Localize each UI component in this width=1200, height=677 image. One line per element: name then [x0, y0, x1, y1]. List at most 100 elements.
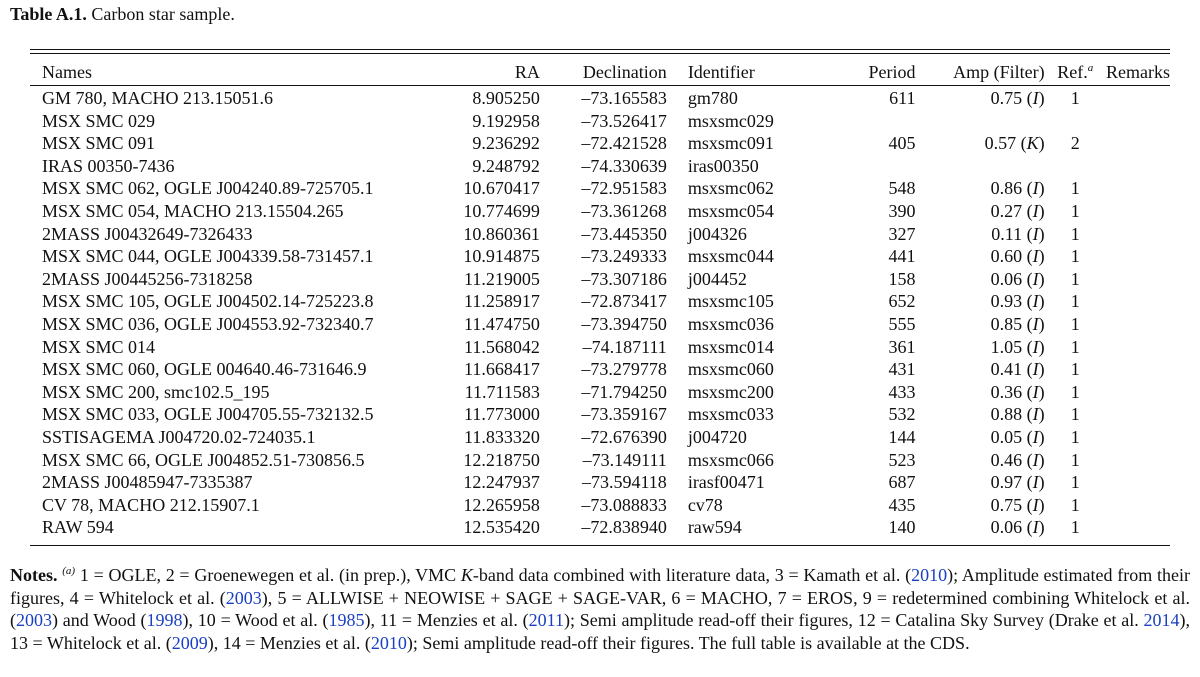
cell-ra: 11.711583 [464, 381, 540, 402]
citation-link[interactable]: 2014 [1143, 610, 1180, 630]
citation-link[interactable]: 2010 [911, 565, 948, 585]
amp-value: 0.41 [990, 359, 1023, 380]
cell-identifier: msxsmc060 [687, 359, 774, 380]
cell-declination: –73.594118 [581, 472, 667, 493]
cell-period: 140 [888, 517, 916, 538]
cell-ref: 2 [1070, 133, 1080, 154]
cell-ref [1045, 155, 1106, 178]
cell-declination: –74.187111 [582, 336, 667, 357]
cell-ref: 1 [1070, 200, 1080, 221]
cell-declination: –73.361268 [581, 200, 667, 221]
header-declination: Declination [582, 62, 667, 82]
cell-remarks [1106, 200, 1170, 223]
cell-period [817, 155, 916, 178]
header-ref: Ref.a [1045, 61, 1106, 83]
table-row: MSX SMC 036, OGLE J004553.92-732340.7 11.… [30, 313, 1170, 336]
amp-value: 0.46 [990, 449, 1023, 470]
amp-filter: K [1026, 133, 1039, 154]
cell-declination: –74.330639 [581, 155, 667, 176]
cell-amp [916, 155, 1045, 178]
header-ra: RA [514, 62, 540, 82]
notes-text: 1 = OGLE, 2 = Groenewegen et al. (in pre… [75, 565, 461, 585]
citation-link[interactable]: 2003 [225, 587, 262, 608]
notes-text: ), 11 = Menzies et al. ( [364, 610, 529, 630]
table-row: GM 780, MACHO 213.15051.6 8.905250 –73.165… [30, 83, 1170, 110]
cell-ra: 8.905250 [472, 88, 540, 108]
cell-ra: 12.218750 [463, 449, 540, 470]
cell-ra: 10.860361 [463, 223, 540, 244]
cell-declination: –73.307186 [581, 268, 667, 289]
cell-amp: 0.27 (I) [990, 200, 1045, 221]
cell-period [817, 110, 916, 133]
citation-link[interactable]: 1998 [146, 610, 183, 630]
citation-link[interactable]: 2003 [16, 610, 52, 630]
table-row: MSX SMC 014 11.568042 –74.187111 msxsmc014 3… [30, 336, 1170, 359]
notes-label: Notes. [10, 565, 58, 585]
cell-identifier: cv78 [687, 494, 723, 515]
cell-ra: 11.219005 [463, 268, 540, 289]
cell-identifier: msxsmc066 [687, 449, 774, 470]
cell-period: 652 [888, 291, 916, 312]
cell-remarks [1106, 358, 1170, 381]
citation-link[interactable]: 2009 [171, 632, 208, 653]
cell-declination: –72.676390 [581, 426, 667, 447]
cell-declination: –73.394750 [581, 313, 667, 334]
citation-link[interactable]: 2010 [370, 632, 407, 653]
amp-value: 0.88 [990, 404, 1023, 425]
top-rule-1 [30, 49, 1170, 50]
cell-ref: 1 [1070, 291, 1080, 312]
table-notes: Notes. (a) 1 = OGLE, 2 = Groenewegen et … [10, 564, 1190, 654]
cell-amp: 0.06 (I) [990, 268, 1045, 289]
table-row: MSX SMC 060, OGLE 004640.46-731646.9 11.6… [30, 358, 1170, 381]
cell-ra: 10.914875 [463, 246, 540, 267]
cell-name: SSTISAGEMA J004720.02-724035.1 [42, 426, 316, 447]
cell-remarks [1106, 223, 1170, 246]
cell-ref: 1 [1070, 313, 1080, 334]
cell-name: 2MASS J00432649-7326433 [42, 223, 253, 244]
amp-filter: I [1032, 494, 1039, 515]
amp-value: 0.06 [990, 268, 1023, 289]
amp-value: 0.93 [990, 291, 1023, 312]
citation-link[interactable]: 1985 [328, 610, 365, 630]
cell-ra: 12.265958 [463, 494, 540, 515]
cell-name: MSX SMC 66, OGLE J004852.51-730856.5 [42, 449, 365, 470]
cell-remarks [1106, 290, 1170, 313]
table-row: MSX SMC 66, OGLE J004852.51-730856.5 12.2… [30, 449, 1170, 472]
amp-filter: I [1032, 223, 1039, 244]
cell-name: MSX SMC 105, OGLE J004502.14-725223.8 [42, 291, 374, 312]
table-row: MSX SMC 033, OGLE J004705.55-732132.5 11.… [30, 403, 1170, 426]
notes-text: ), 5 = ALLWISE + NEOWISE + SAGE + SAGE-V… [10, 587, 1190, 631]
cell-amp: 0.46 (I) [990, 449, 1045, 470]
amp-filter: I [1032, 472, 1039, 493]
cell-name: MSX SMC 054, MACHO 213.15504.265 [42, 200, 344, 221]
cell-ra: 11.258917 [463, 291, 540, 312]
table-row: SSTISAGEMA J004720.02-724035.1 11.833320 –… [30, 426, 1170, 449]
cell-ra: 11.568042 [463, 336, 540, 357]
cell-name: MSX SMC 200, smc102.5_195 [42, 381, 270, 402]
amp-value: 0.05 [990, 426, 1023, 447]
notes-text: ); Semi amplitude read-off their figures… [406, 632, 970, 653]
amp-filter: I [1032, 404, 1039, 425]
cell-amp: 0.36 (I) [990, 381, 1045, 402]
cell-name: MSX SMC 014 [42, 336, 156, 357]
cell-ref: 1 [1070, 88, 1080, 108]
header-identifier: Identifier [687, 62, 755, 82]
cell-identifier: j004326 [687, 223, 747, 244]
cell-ref: 1 [1070, 223, 1080, 244]
cell-ra: 12.535420 [463, 517, 540, 538]
citation-link[interactable]: 2011 [528, 610, 564, 630]
cell-amp: 0.06 (I) [990, 517, 1045, 538]
cell-remarks [1106, 449, 1170, 472]
cell-ref: 1 [1070, 404, 1080, 425]
amp-filter: I [1032, 381, 1039, 402]
cell-name: MSX SMC 036, OGLE J004553.92-732340.7 [42, 313, 374, 334]
cell-period: 523 [888, 449, 916, 470]
cell-identifier: irasf00471 [687, 472, 765, 493]
cell-period: 532 [888, 404, 916, 425]
amp-value: 0.60 [990, 246, 1023, 267]
cell-ref: 1 [1070, 359, 1080, 380]
amp-value: 0.75 [990, 88, 1023, 108]
cell-period: 435 [888, 494, 916, 515]
amp-filter: I [1032, 449, 1039, 470]
cell-remarks [1106, 83, 1170, 110]
